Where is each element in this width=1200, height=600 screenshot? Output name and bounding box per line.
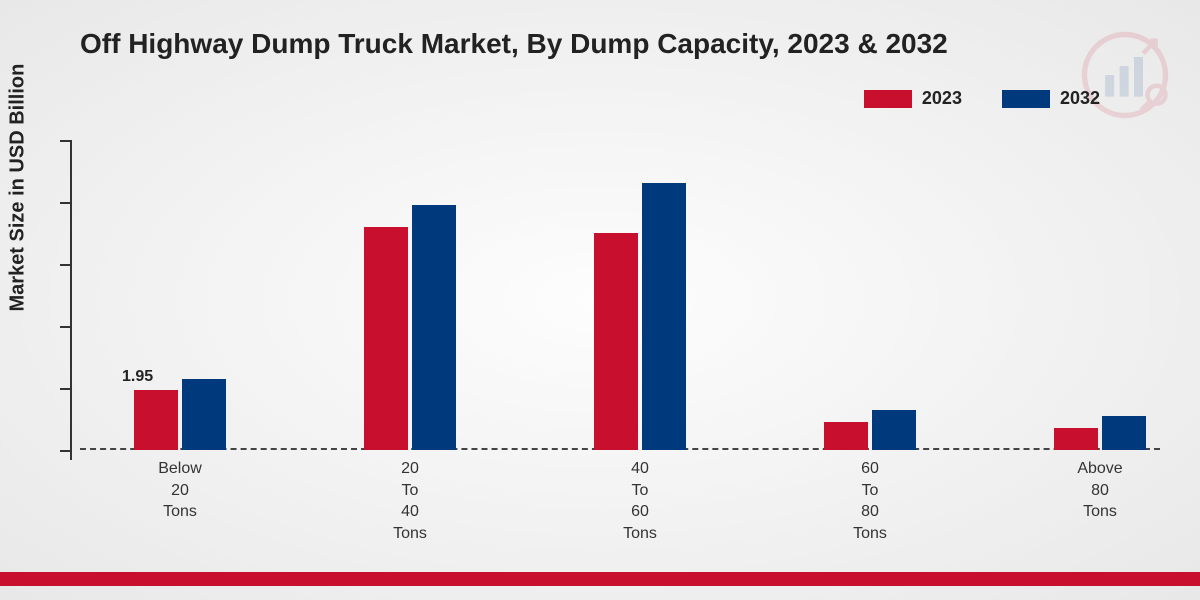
legend-item-2023: 2023 (864, 88, 962, 109)
bar-group (580, 183, 700, 450)
y-tick (60, 450, 70, 452)
bar-2023 (594, 233, 638, 450)
y-tick (60, 326, 70, 328)
legend-item-2032: 2032 (1002, 88, 1100, 109)
bar-2023 (134, 390, 178, 450)
bar-2032 (182, 379, 226, 450)
bar-2032 (1102, 416, 1146, 450)
bar-2023 (1054, 428, 1098, 450)
bar-value-label: 1.95 (122, 368, 153, 386)
category-label: Above80Tons (1040, 458, 1160, 523)
y-axis-line (70, 140, 72, 460)
plot-area: Below20Tons20To40Tons40To60Tons60To80Ton… (80, 140, 1160, 450)
bar-group (1040, 416, 1160, 450)
category-label: Below20Tons (120, 458, 240, 523)
y-tick (60, 388, 70, 390)
legend-swatch-2023 (864, 90, 912, 108)
y-tick (60, 202, 70, 204)
bar-2032 (412, 205, 456, 450)
bar-group (810, 410, 930, 450)
legend-label-2023: 2023 (922, 88, 962, 109)
bar-group (350, 205, 470, 450)
bar-group (120, 379, 240, 450)
bar-2032 (872, 410, 916, 450)
category-label: 20To40Tons (350, 458, 470, 544)
category-label: 40To60Tons (580, 458, 700, 544)
bar-2023 (364, 227, 408, 450)
category-label: 60To80Tons (810, 458, 930, 544)
chart-title: Off Highway Dump Truck Market, By Dump C… (80, 28, 948, 60)
bar-2032 (642, 183, 686, 450)
footer-bar (0, 572, 1200, 586)
legend-label-2032: 2032 (1060, 88, 1100, 109)
legend: 2023 2032 (864, 88, 1100, 109)
y-tick (60, 264, 70, 266)
y-axis-label: Market Size in USD Billion (7, 64, 30, 312)
bar-2023 (824, 422, 868, 450)
legend-swatch-2032 (1002, 90, 1050, 108)
y-tick (60, 140, 70, 142)
